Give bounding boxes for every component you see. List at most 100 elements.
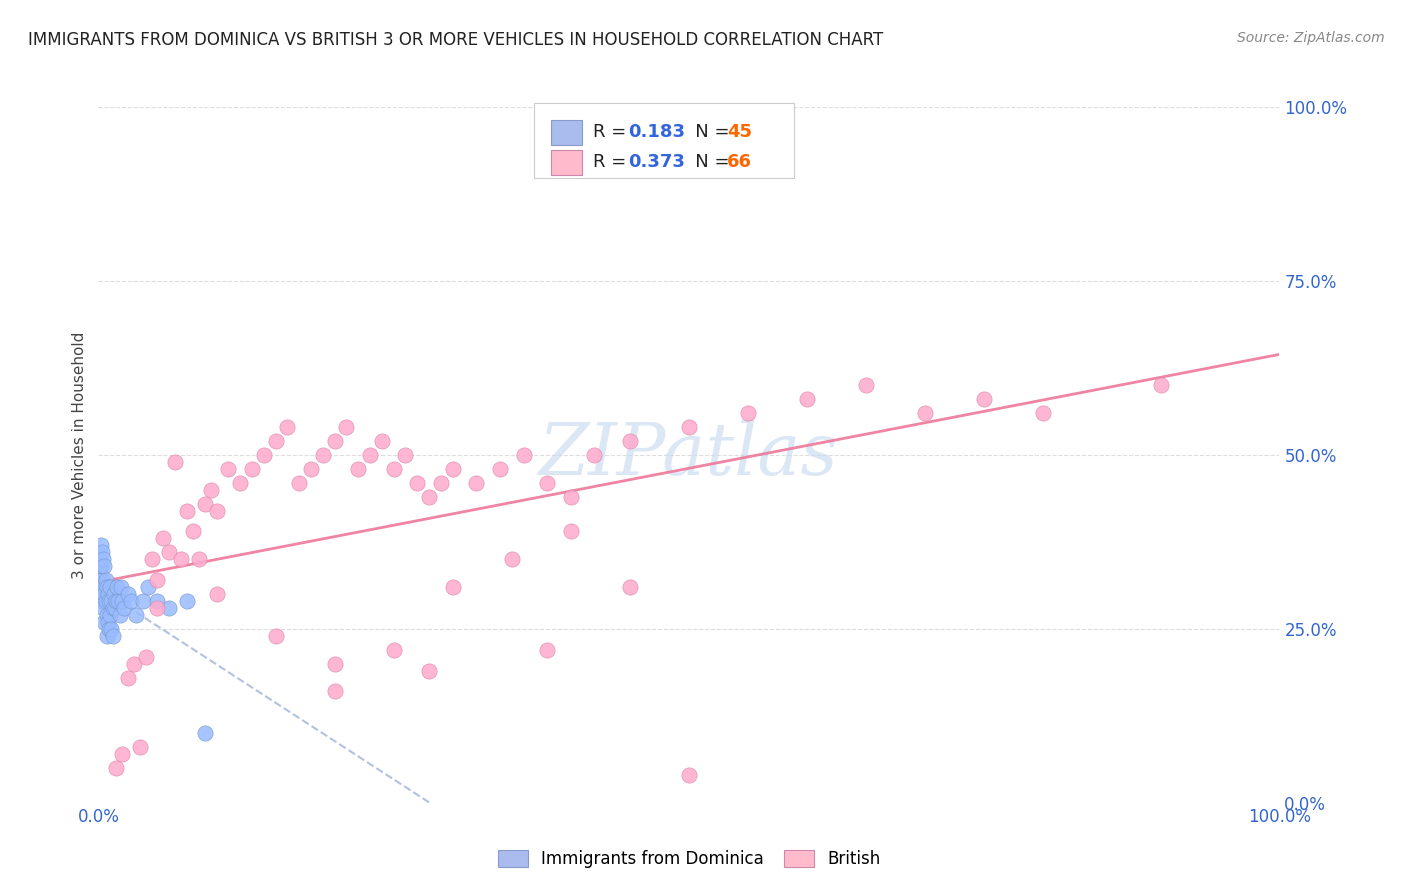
Point [111,594,134,608]
Text: N =: N = [678,123,735,141]
Point [288,475,311,490]
Text: 0.183: 0.183 [628,123,686,141]
Point [973,392,995,407]
Point [146,594,169,608]
Point [382,462,405,476]
Point [98,580,121,594]
Point [132,594,155,608]
Point [100,622,122,636]
Point [89,566,111,581]
Point [91,545,114,559]
Point [441,462,464,476]
Point [323,434,346,448]
Point [194,497,217,511]
Point [418,664,440,678]
Point [165,455,187,469]
Point [105,580,128,594]
Point [141,552,163,566]
Point [619,580,641,594]
Point [323,684,346,698]
Point [855,378,877,392]
Point [501,552,523,566]
Point [796,392,818,407]
Legend: Immigrants from Dominica, British: Immigrants from Dominica, British [491,843,887,874]
Point [93,559,115,574]
Point [229,475,252,490]
Y-axis label: 3 or more Vehicles in Household: 3 or more Vehicles in Household [72,331,87,579]
Point [382,642,405,657]
Point [157,545,180,559]
Point [101,629,124,643]
Point [91,573,114,587]
Point [176,594,198,608]
Point [299,462,322,476]
Point [94,573,117,587]
Point [111,747,134,761]
Point [146,601,169,615]
Point [125,607,148,622]
Point [96,580,118,594]
Point [489,462,512,476]
Point [205,587,228,601]
Point [157,601,180,615]
Point [90,559,112,574]
Point [103,587,125,601]
Point [194,726,217,740]
Point [264,434,287,448]
Point [441,580,464,594]
Point [108,607,131,622]
Point [394,448,416,462]
Point [205,503,228,517]
Point [152,532,174,546]
Point [312,448,335,462]
Point [112,601,135,615]
Point [97,587,120,601]
Point [91,552,114,566]
Point [276,420,298,434]
Point [536,475,558,490]
Point [91,601,114,615]
Point [678,420,700,434]
Point [359,448,381,462]
Point [347,462,370,476]
Point [583,448,606,462]
Point [200,483,222,497]
Point [136,580,159,594]
Point [465,475,488,490]
Point [91,580,114,594]
Point [104,601,127,615]
Point [406,475,429,490]
Point [418,490,440,504]
Point [619,434,641,448]
Point [94,594,117,608]
Point [110,580,132,594]
Point [100,594,122,608]
Point [181,524,204,539]
Text: N =: N = [678,153,735,171]
Point [264,629,287,643]
Point [121,594,143,608]
Point [128,740,150,755]
Point [117,587,139,601]
Point [1150,378,1173,392]
Text: IMMIGRANTS FROM DOMINICA VS BRITISH 3 OR MORE VEHICLES IN HOUSEHOLD CORRELATION : IMMIGRANTS FROM DOMINICA VS BRITISH 3 OR… [28,31,883,49]
Point [98,607,121,622]
Point [93,615,115,629]
Point [430,475,453,490]
Point [170,552,193,566]
Text: 66: 66 [727,153,752,171]
Point [90,538,112,552]
Text: R =: R = [593,123,633,141]
Point [135,649,157,664]
Point [323,657,346,671]
Text: 0.373: 0.373 [628,153,685,171]
Point [96,629,118,643]
Text: R =: R = [593,153,633,171]
Point [187,552,209,566]
Point [1032,406,1054,420]
Point [105,594,128,608]
Text: 45: 45 [727,123,752,141]
Point [91,594,114,608]
Text: ZIPatlas: ZIPatlas [538,419,839,491]
Point [253,448,276,462]
